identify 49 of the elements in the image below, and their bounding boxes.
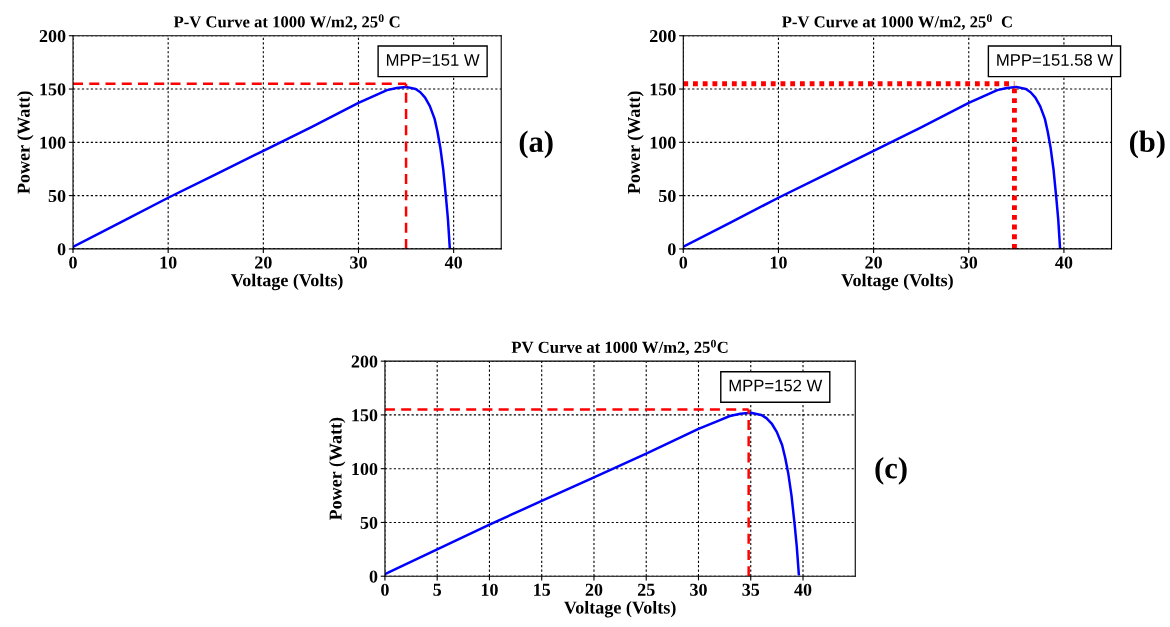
- x-tick-label: 5: [433, 583, 442, 596]
- y-tick-label: 150: [352, 409, 378, 422]
- x-tick-label: 0: [679, 256, 688, 269]
- x-tick-label: 10: [481, 583, 498, 596]
- y-tick-label: 200: [351, 355, 378, 368]
- chart-title: P-V Curve at 1000 W/m2, 25$^{0}$ C: [173, 14, 400, 30]
- y-tick-label: 100: [40, 136, 66, 149]
- text: (b): [1129, 130, 1165, 159]
- y-tick-label: 150: [40, 83, 66, 96]
- x-axis-title: Voltage (Volts): [231, 273, 343, 291]
- x-tick-label: 0: [381, 583, 389, 596]
- y-tick-label: 150: [650, 83, 676, 96]
- x-tick-label: 30: [960, 256, 978, 269]
- y-tick-label: 200: [39, 30, 66, 43]
- y-axis-title: Power (Watt): [17, 91, 34, 194]
- x-tick-label: 10: [770, 256, 787, 269]
- x-tick-label: 35: [742, 583, 760, 596]
- annotation: MPP=152 W: [729, 379, 823, 392]
- x-axis-title: Voltage (Volts): [841, 273, 953, 291]
- y-tick-label: 100: [352, 462, 378, 476]
- y-tick-label: 50: [360, 516, 378, 529]
- x-tick-label: 20: [255, 256, 272, 269]
- y-tick-label: 0: [668, 243, 676, 256]
- x-tick-label: 40: [444, 256, 462, 269]
- x-tick-label: 40: [794, 583, 812, 596]
- chart-title: PV Curve at 1000 W/m2, 25$^{0}$C: [511, 339, 728, 356]
- x-tick-label: 10: [160, 256, 177, 269]
- y-axis-title: Power (Watt): [627, 91, 644, 194]
- x-tick-label: 0: [69, 256, 77, 269]
- x-tick-label: 30: [690, 583, 707, 596]
- chart-title: P-V Curve at 1000 W/m2, 25$^{0}$ C: [782, 14, 1012, 30]
- y-tick-label: 50: [659, 189, 676, 203]
- y-tick-label: 50: [48, 189, 66, 203]
- x-tick-label: 40: [1055, 256, 1073, 269]
- x-tick-label: 20: [585, 583, 603, 596]
- y-axis-title: Power (Watt): [328, 417, 346, 521]
- annotation: MPP=151 W: [386, 54, 480, 66]
- text: (c): [875, 456, 907, 485]
- x-tick-label: 30: [350, 256, 367, 269]
- x-tick-label: 20: [865, 256, 882, 269]
- x-tick-label: 25: [637, 583, 655, 596]
- x-tick-label: 15: [534, 583, 551, 596]
- y-tick-label: 200: [650, 30, 676, 43]
- y-tick-label: 100: [650, 136, 676, 149]
- text: (a): [519, 130, 553, 159]
- y-tick-label: 0: [57, 243, 66, 256]
- y-tick-label: 0: [369, 570, 378, 583]
- annotation: MPP=151.58 W: [997, 53, 1114, 66]
- x-axis-title: Voltage (Volts): [564, 600, 676, 618]
